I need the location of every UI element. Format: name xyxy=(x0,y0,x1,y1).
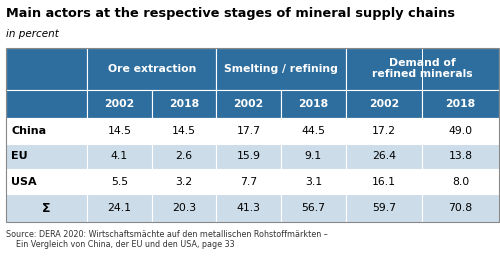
Text: 24.1: 24.1 xyxy=(108,203,132,213)
Text: 5.5: 5.5 xyxy=(111,177,128,187)
Text: 9.1: 9.1 xyxy=(304,152,322,161)
Text: 56.7: 56.7 xyxy=(302,203,326,213)
Text: 13.8: 13.8 xyxy=(448,152,472,161)
Text: 17.7: 17.7 xyxy=(236,126,260,136)
Text: 16.1: 16.1 xyxy=(372,177,396,187)
Text: 8.0: 8.0 xyxy=(452,177,469,187)
Text: in percent: in percent xyxy=(6,29,59,39)
Text: 59.7: 59.7 xyxy=(372,203,396,213)
Text: 41.3: 41.3 xyxy=(236,203,260,213)
Text: Smelting / refining: Smelting / refining xyxy=(224,64,338,74)
Text: 3.2: 3.2 xyxy=(176,177,192,187)
Text: Source: DERA 2020: Wirtschaftsmächte auf den metallischen Rohstoffmärkten –
    : Source: DERA 2020: Wirtschaftsmächte auf… xyxy=(6,230,328,249)
Text: 2018: 2018 xyxy=(298,99,328,109)
Text: Main actors at the respective stages of mineral supply chains: Main actors at the respective stages of … xyxy=(6,7,455,20)
Text: 44.5: 44.5 xyxy=(302,126,326,136)
Text: 3.1: 3.1 xyxy=(304,177,322,187)
Text: 20.3: 20.3 xyxy=(172,203,196,213)
Text: 70.8: 70.8 xyxy=(448,203,472,213)
Text: 7.7: 7.7 xyxy=(240,177,257,187)
Text: 2.6: 2.6 xyxy=(176,152,192,161)
Text: Σ: Σ xyxy=(42,202,51,215)
Text: Ore extraction: Ore extraction xyxy=(108,64,196,74)
Text: Demand of
refined minerals: Demand of refined minerals xyxy=(372,58,472,79)
Text: 4.1: 4.1 xyxy=(111,152,128,161)
Text: 14.5: 14.5 xyxy=(108,126,132,136)
Text: China: China xyxy=(11,126,46,136)
Text: 2002: 2002 xyxy=(369,99,399,109)
Text: 14.5: 14.5 xyxy=(172,126,196,136)
Text: USA: USA xyxy=(11,177,36,187)
Text: 2018: 2018 xyxy=(446,99,476,109)
Text: EU: EU xyxy=(11,152,28,161)
Text: 15.9: 15.9 xyxy=(236,152,260,161)
Text: 49.0: 49.0 xyxy=(448,126,472,136)
Text: 2018: 2018 xyxy=(169,99,199,109)
Text: 26.4: 26.4 xyxy=(372,152,396,161)
Text: 2002: 2002 xyxy=(104,99,134,109)
Text: 17.2: 17.2 xyxy=(372,126,396,136)
Text: 2002: 2002 xyxy=(234,99,264,109)
